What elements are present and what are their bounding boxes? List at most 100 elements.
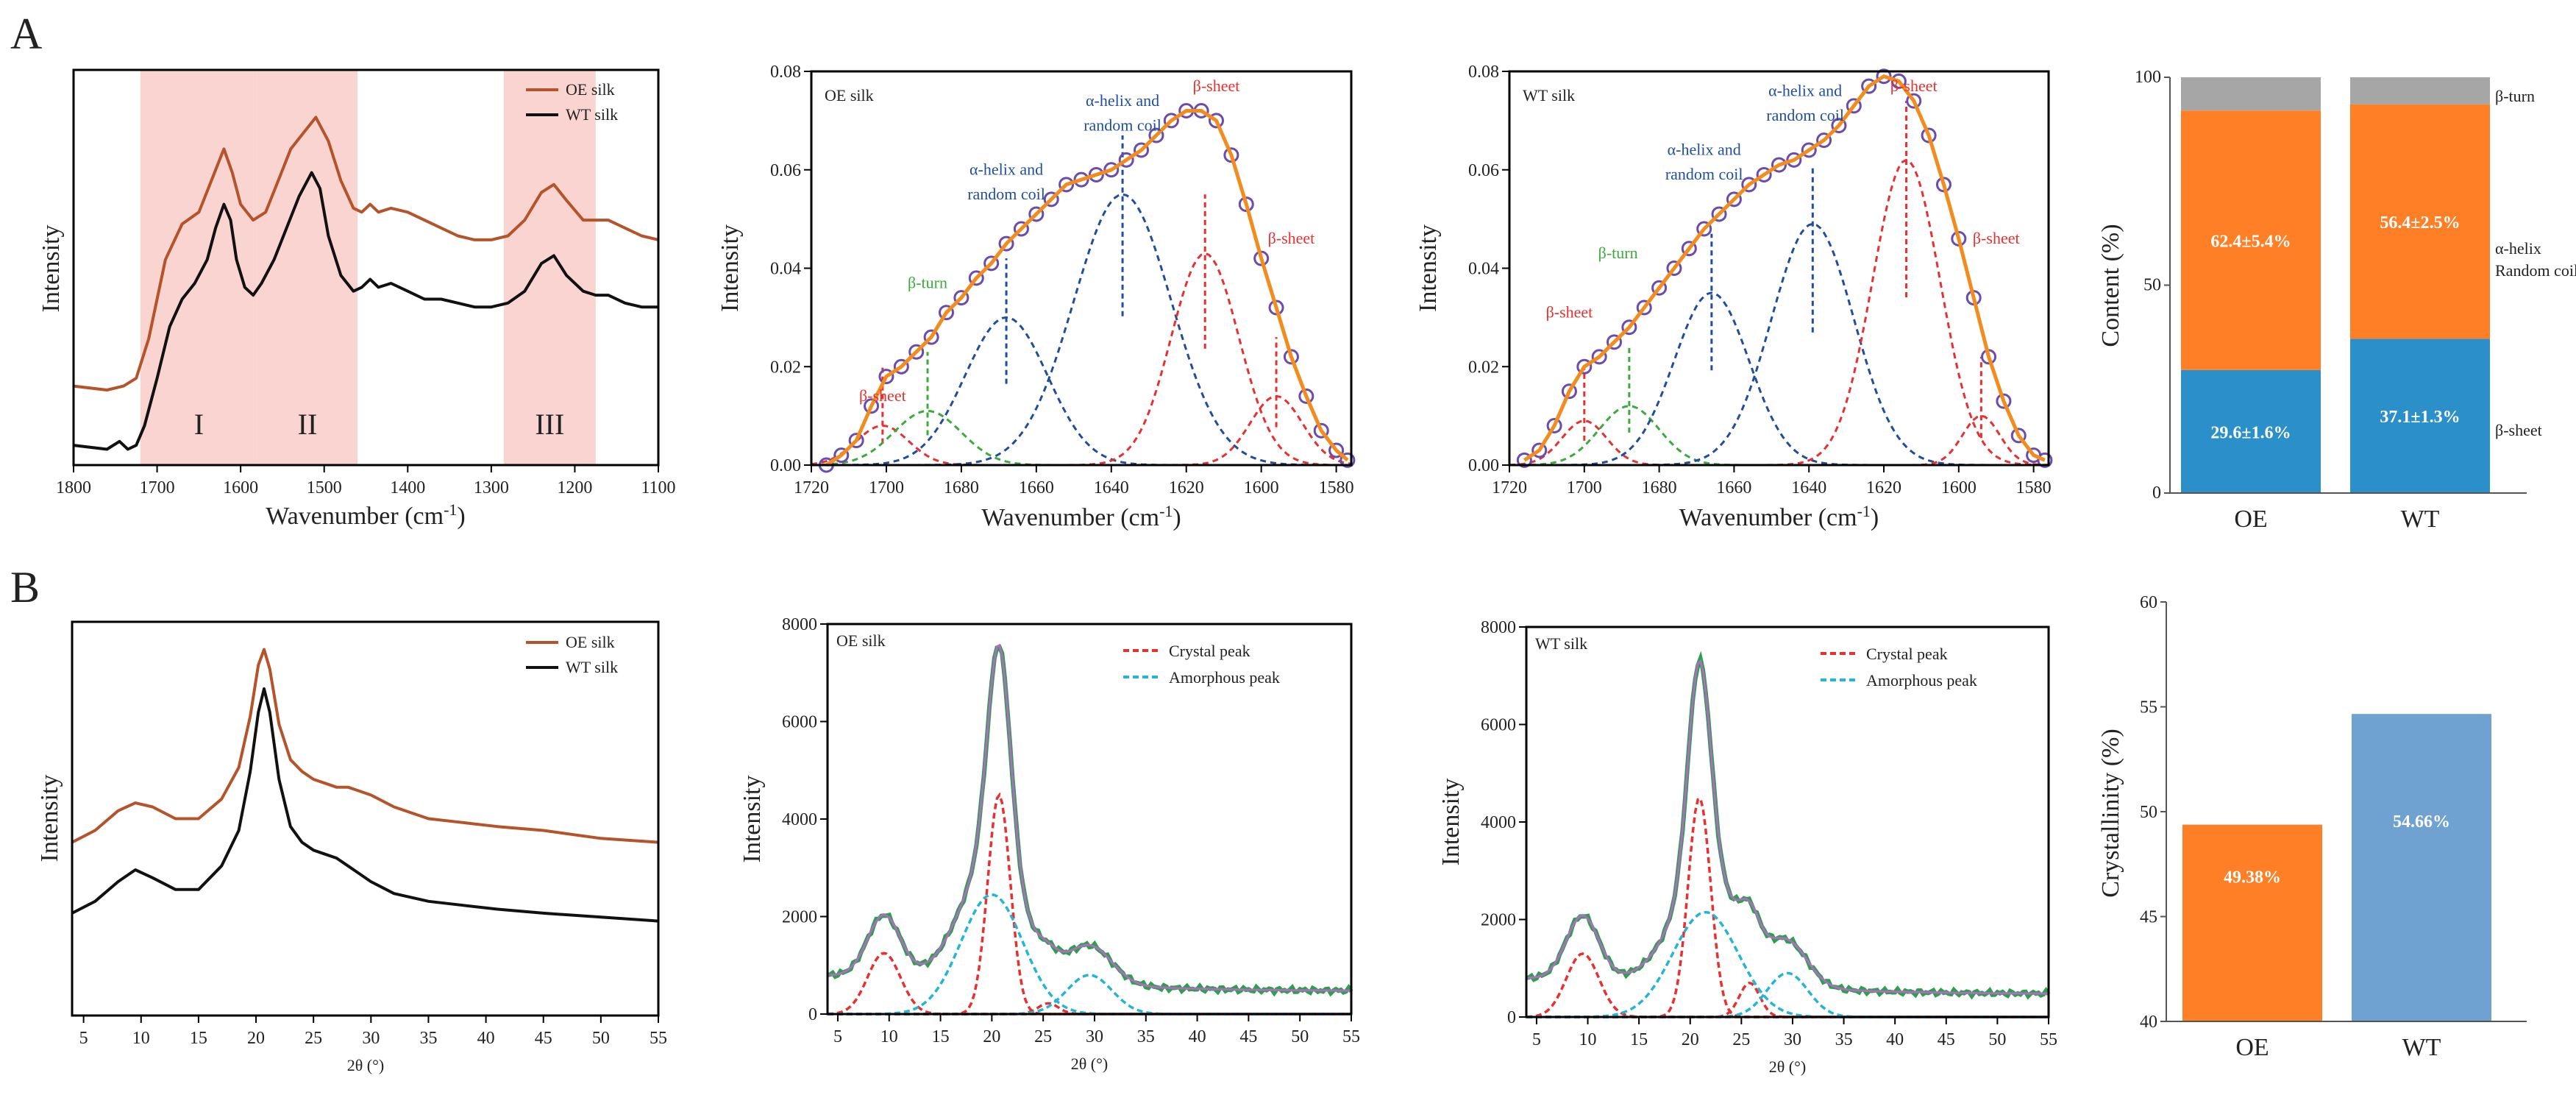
x-axis-label: 2θ (°) [1071,1055,1109,1073]
x-tick-label: 10 [880,1027,898,1046]
measured-point [864,398,880,414]
x-tick-label: 1800 [56,478,91,497]
bar-value-label: 49.38% [2224,868,2281,887]
measured-point [1148,127,1164,143]
measured-point [1298,388,1314,404]
crystallinity-bar [2352,714,2491,1021]
fitted-peak-curve [811,316,1351,467]
y-tick-label: 0.08 [770,63,801,82]
y-tick-label: 0.02 [770,358,801,377]
measured-point [893,358,909,375]
category-label: OE [2234,506,2267,533]
panel-subtitle: OE silk [836,631,886,650]
measured-point [1339,452,1356,468]
measured-point [1771,157,1787,173]
y-axis-label: Crystallinity (%) [2097,729,2124,897]
peak-annotation: β-turn [908,273,947,291]
peak-annotation: α-helix and [1668,141,1741,159]
x-tick-label: 1580 [1319,478,1354,497]
y-tick-label: 0.04 [770,260,801,279]
measured-point [908,344,925,360]
fitted-pattern [827,643,1352,992]
y-tick-label: 0 [2152,483,2161,503]
y-axis-label: Intensity [1437,779,1465,866]
series-line [71,687,659,923]
measured-point [1209,113,1224,129]
crystal-peak-curve [1526,796,2049,1018]
region-label: II [298,408,318,441]
measured-point [1711,206,1727,222]
series-line [73,116,659,391]
xrd-overview-chart: 5 10 15 20 25 30 35 40 45 50 55 Intensity 2θ (°) OE s… [36,620,667,1074]
bar-value-label: 54.66% [2393,812,2450,832]
stacked-bar-segment [2181,110,2321,370]
measured-point [923,329,939,345]
measured-point [1666,261,1682,276]
measured-point [1088,166,1104,182]
peak-annotation: α-helix and [1086,91,1159,110]
measured-point [1043,191,1059,208]
plot-frame [810,70,1353,467]
y-tick-label: 60 [2140,593,2157,612]
measured-point [1996,393,2012,409]
x-tick-label: 10 [1579,1030,1597,1049]
cumulative-fit-curve [825,109,1349,467]
measured-point [1861,78,1877,94]
side-label-beta-turn: β-turn [2495,87,2535,105]
highlight-region [257,70,358,465]
x-tick-label: 25 [1034,1027,1052,1046]
wt-amide-deconvolution-chart: β-sheet β-turn α-helix and random coil α-hel… [1415,63,2053,531]
x-tick-label: 1700 [869,478,904,497]
x-tick-label: 50 [592,1029,610,1048]
x-tick-label: 1100 [641,478,675,497]
x-tick-label: 10 [132,1029,150,1048]
peak-annotation: β-sheet [1193,77,1240,95]
measured-point [983,255,1000,272]
y-tick-label: 55 [2140,698,2157,717]
y-tick-label: 0.06 [1468,161,1499,180]
measured-point [1876,68,1892,85]
measured-point [1621,319,1637,336]
stacked-bar-segment [2350,104,2490,339]
x-tick-label: 1640 [1094,478,1129,497]
segment-value-label: 29.6±1.6% [2210,423,2291,442]
crystal-peak-curve [827,952,1351,1016]
x-tick-label: 1620 [1169,478,1204,497]
x-tick-label: 1500 [307,478,342,497]
x-tick-label: 45 [535,1029,552,1048]
peak-annotation: random coil [967,185,1045,203]
x-tick-label: 40 [1886,1030,1904,1049]
fitted-pattern [1526,659,2049,995]
series-line [71,648,659,844]
x-tick-label: 20 [247,1029,265,1048]
y-axis-label: Intensity [36,775,63,862]
measured-point [1576,358,1593,375]
measured-point [878,369,894,385]
stacked-bar-segment [2350,339,2490,493]
category-label: WT [2401,506,2440,533]
measured-point [1726,191,1742,208]
measured-point [1058,177,1075,193]
y-axis-label: Intensity [716,224,744,312]
x-tick-label: 1660 [1716,478,1751,497]
y-tick-label: 45 [2140,908,2157,927]
x-tick-label: 1720 [794,478,829,497]
region-label: I [194,408,204,441]
segment-value-label: 37.1±1.3% [2380,408,2460,427]
y-tick-label: 0.00 [770,456,801,475]
measured-point [833,447,850,464]
panel-label-a: A [10,10,42,58]
y-axis-label: Intensity [38,225,65,313]
measured-point [1786,152,1802,168]
measured-point [1696,221,1712,237]
measured-pattern [1526,651,2051,1000]
measured-point [2010,428,2027,444]
x-tick-label: 30 [1086,1027,1103,1046]
measured-point [1591,349,1607,365]
legend-label: Amorphous peak [1169,668,1280,687]
x-tick-label: 15 [932,1027,950,1046]
x-tick-label: 5 [1532,1030,1541,1049]
x-tick-label: 1200 [557,478,592,497]
measured-point [953,290,969,306]
